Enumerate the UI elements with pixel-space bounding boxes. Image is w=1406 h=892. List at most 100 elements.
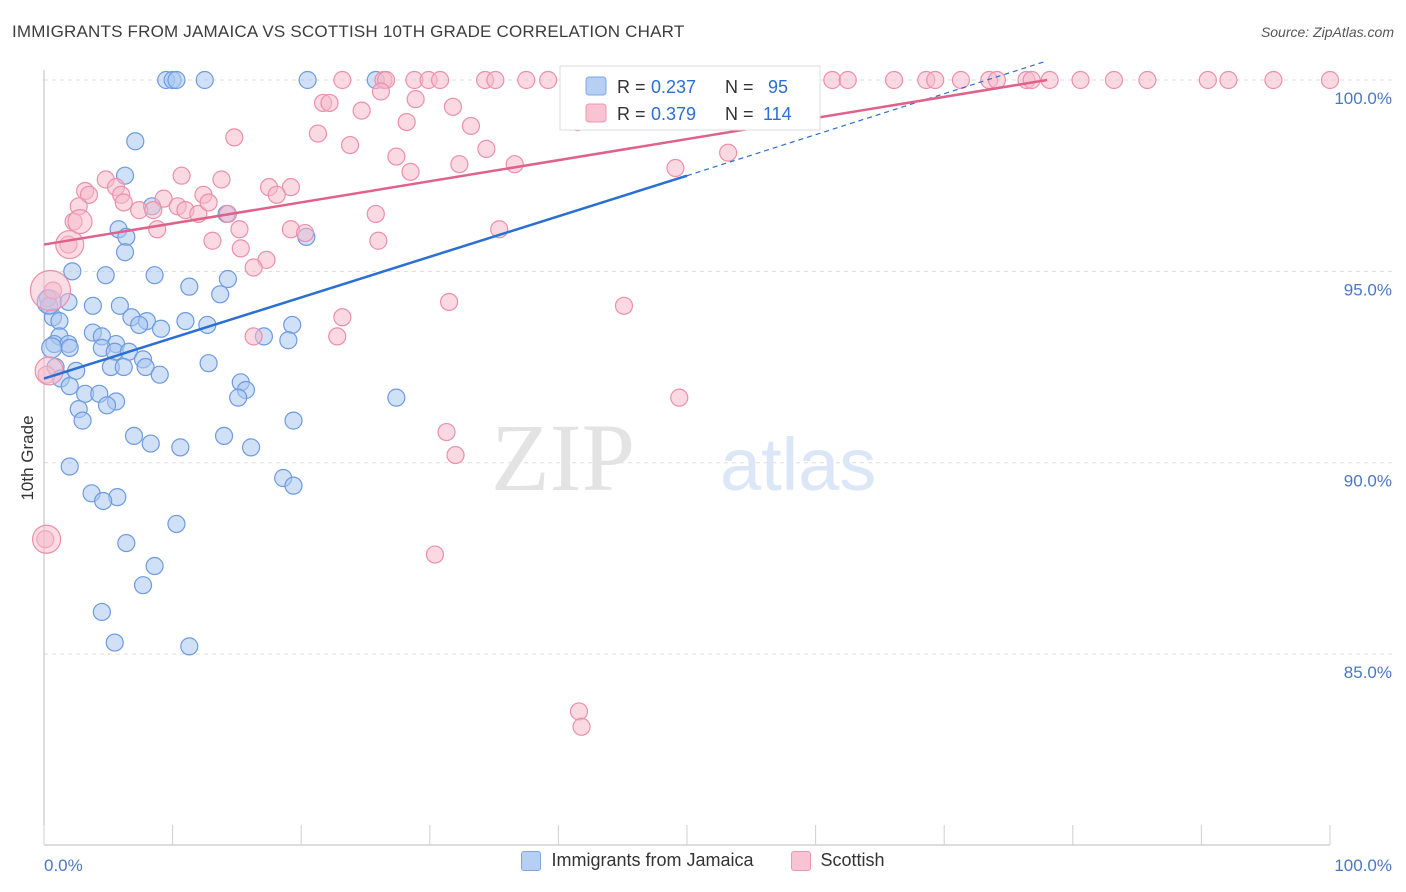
blue-point <box>167 514 186 534</box>
blue-point <box>124 426 144 446</box>
blue-point <box>167 70 186 90</box>
pink-point <box>670 388 689 407</box>
blue-point <box>110 296 129 315</box>
pink-point <box>614 296 634 315</box>
pink-point-large <box>31 524 62 554</box>
pink-point <box>569 702 589 721</box>
pink-point <box>114 193 133 212</box>
blue-point <box>279 331 298 350</box>
pink-point <box>231 239 250 258</box>
blue-point <box>283 315 302 335</box>
blue-point <box>83 296 102 315</box>
pink-point <box>295 223 315 243</box>
blue-point <box>105 633 124 652</box>
blue-point <box>94 491 113 511</box>
blue-point <box>387 388 406 407</box>
pink-point <box>450 155 469 174</box>
legend-item-scottish[interactable]: Scottish <box>790 850 885 871</box>
pink-point <box>666 158 685 178</box>
blue-point <box>97 396 117 415</box>
pink-point <box>437 422 456 442</box>
pink-point <box>1138 70 1157 90</box>
blue-point <box>211 285 230 304</box>
stats-swatch-blue <box>585 76 607 96</box>
legend-label-scottish: Scottish <box>820 850 885 870</box>
pink-point <box>199 193 218 212</box>
legend-swatch-blue <box>521 850 542 871</box>
blue-point <box>150 365 169 384</box>
pink-point <box>1264 70 1283 90</box>
pink-point <box>144 201 163 220</box>
blue-point-large <box>41 337 63 359</box>
blue-point <box>117 533 136 553</box>
pink-point <box>244 327 263 346</box>
pink-point-large <box>55 229 85 260</box>
blue-point <box>50 312 69 331</box>
series-scottish-points <box>29 70 1340 736</box>
chart-title: IMMIGRANTS FROM JAMAICA VS SCOTTISH 10TH… <box>12 22 685 41</box>
pink-point <box>1198 70 1217 90</box>
pink-point <box>328 327 347 346</box>
pink-point <box>446 445 465 465</box>
pink-point <box>244 258 263 277</box>
blue-point <box>130 315 149 335</box>
legend-swatch-pink <box>790 850 811 871</box>
stats-r-label: R = <box>617 77 646 97</box>
blue-point <box>115 243 135 262</box>
blue-point <box>176 312 195 331</box>
pink-point-large <box>29 269 72 312</box>
pink-point <box>461 116 481 136</box>
pink-point <box>439 292 459 312</box>
pink-point <box>572 717 591 736</box>
pink-point <box>719 143 738 162</box>
pink-point <box>430 70 450 90</box>
blue-point <box>284 411 303 430</box>
stats-r-value: 0.379 <box>651 104 696 124</box>
series-jamaica-points <box>36 70 406 656</box>
stats-n-label: N = <box>725 104 754 124</box>
blue-point <box>214 426 234 446</box>
x-tick-label: 100.0% <box>1334 856 1392 875</box>
blue-point <box>114 357 133 377</box>
pink-point <box>320 93 339 113</box>
pink-point <box>352 101 371 120</box>
pink-point <box>366 204 385 224</box>
pink-point <box>333 308 352 327</box>
blue-point <box>141 434 160 453</box>
pink-point <box>443 97 463 116</box>
stats-legend: R = 0.237 N = 95 R = 0.379 N = 114 <box>559 65 821 131</box>
blue-point <box>241 438 261 457</box>
legend-item-jamaica[interactable]: Immigrants from Jamaica <box>521 850 754 871</box>
pink-point <box>884 70 904 90</box>
pink-point <box>425 545 445 564</box>
x-tick-label: 0.0% <box>44 856 83 875</box>
pink-point <box>340 135 360 155</box>
source-label: Source: ZipAtlas.com <box>1260 24 1394 40</box>
blue-point <box>60 457 79 476</box>
pink-point <box>539 70 558 90</box>
trendline-scottish <box>43 78 1048 246</box>
blue-point <box>63 262 82 281</box>
pink-point <box>371 82 391 101</box>
blue-point <box>151 319 171 338</box>
gridlines <box>44 79 1392 655</box>
blue-point <box>145 556 164 576</box>
y-tick-label: 95.0% <box>1344 280 1392 299</box>
pink-point <box>369 231 388 250</box>
tick-labels: 85.0% 90.0% 95.0% 100.0% 0.0% 100.0% <box>44 89 1392 875</box>
blue-point <box>133 576 153 595</box>
pink-point-large <box>34 356 64 386</box>
pink-point <box>230 220 249 239</box>
pink-point <box>333 70 352 90</box>
pink-point <box>486 70 505 90</box>
axes <box>43 70 1331 846</box>
blue-point <box>298 70 317 90</box>
series-legend: Immigrants from Jamaica Scottish <box>0 850 1406 876</box>
blue-point <box>218 269 237 289</box>
pink-point <box>477 139 496 158</box>
blue-point <box>92 602 111 622</box>
pink-point <box>397 112 416 132</box>
blue-point <box>180 277 199 296</box>
blue-point <box>171 438 190 457</box>
